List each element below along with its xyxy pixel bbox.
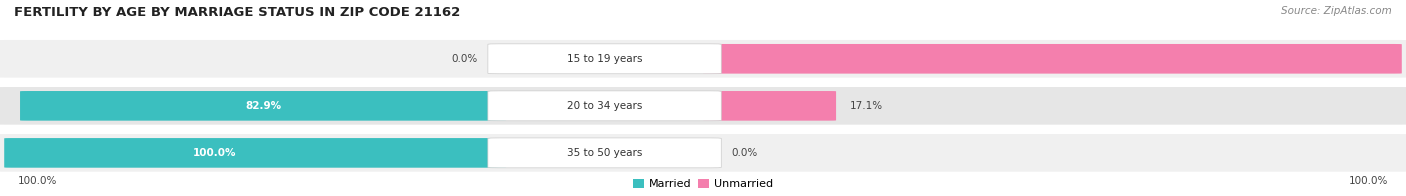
- Text: FERTILITY BY AGE BY MARRIAGE STATUS IN ZIP CODE 21162: FERTILITY BY AGE BY MARRIAGE STATUS IN Z…: [14, 6, 460, 19]
- Text: 100.0%: 100.0%: [18, 176, 58, 186]
- FancyBboxPatch shape: [20, 91, 506, 121]
- FancyBboxPatch shape: [0, 40, 1406, 78]
- Text: Source: ZipAtlas.com: Source: ZipAtlas.com: [1281, 6, 1392, 16]
- FancyBboxPatch shape: [488, 44, 721, 74]
- FancyBboxPatch shape: [4, 138, 506, 168]
- Text: 100.0%: 100.0%: [193, 148, 236, 158]
- Text: 17.1%: 17.1%: [851, 101, 883, 111]
- FancyBboxPatch shape: [488, 91, 721, 121]
- Text: 15 to 19 years: 15 to 19 years: [567, 54, 643, 64]
- Text: 0.0%: 0.0%: [731, 148, 758, 158]
- FancyBboxPatch shape: [0, 87, 1406, 125]
- FancyBboxPatch shape: [703, 91, 837, 121]
- Text: 35 to 50 years: 35 to 50 years: [567, 148, 643, 158]
- Text: 0.0%: 0.0%: [451, 54, 478, 64]
- Text: 20 to 34 years: 20 to 34 years: [567, 101, 643, 111]
- Legend: Married, Unmarried: Married, Unmarried: [628, 175, 778, 194]
- FancyBboxPatch shape: [0, 134, 1406, 172]
- FancyBboxPatch shape: [703, 44, 1402, 74]
- FancyBboxPatch shape: [488, 138, 721, 168]
- Text: 82.9%: 82.9%: [245, 101, 281, 111]
- Text: 100.0%: 100.0%: [1348, 176, 1388, 186]
